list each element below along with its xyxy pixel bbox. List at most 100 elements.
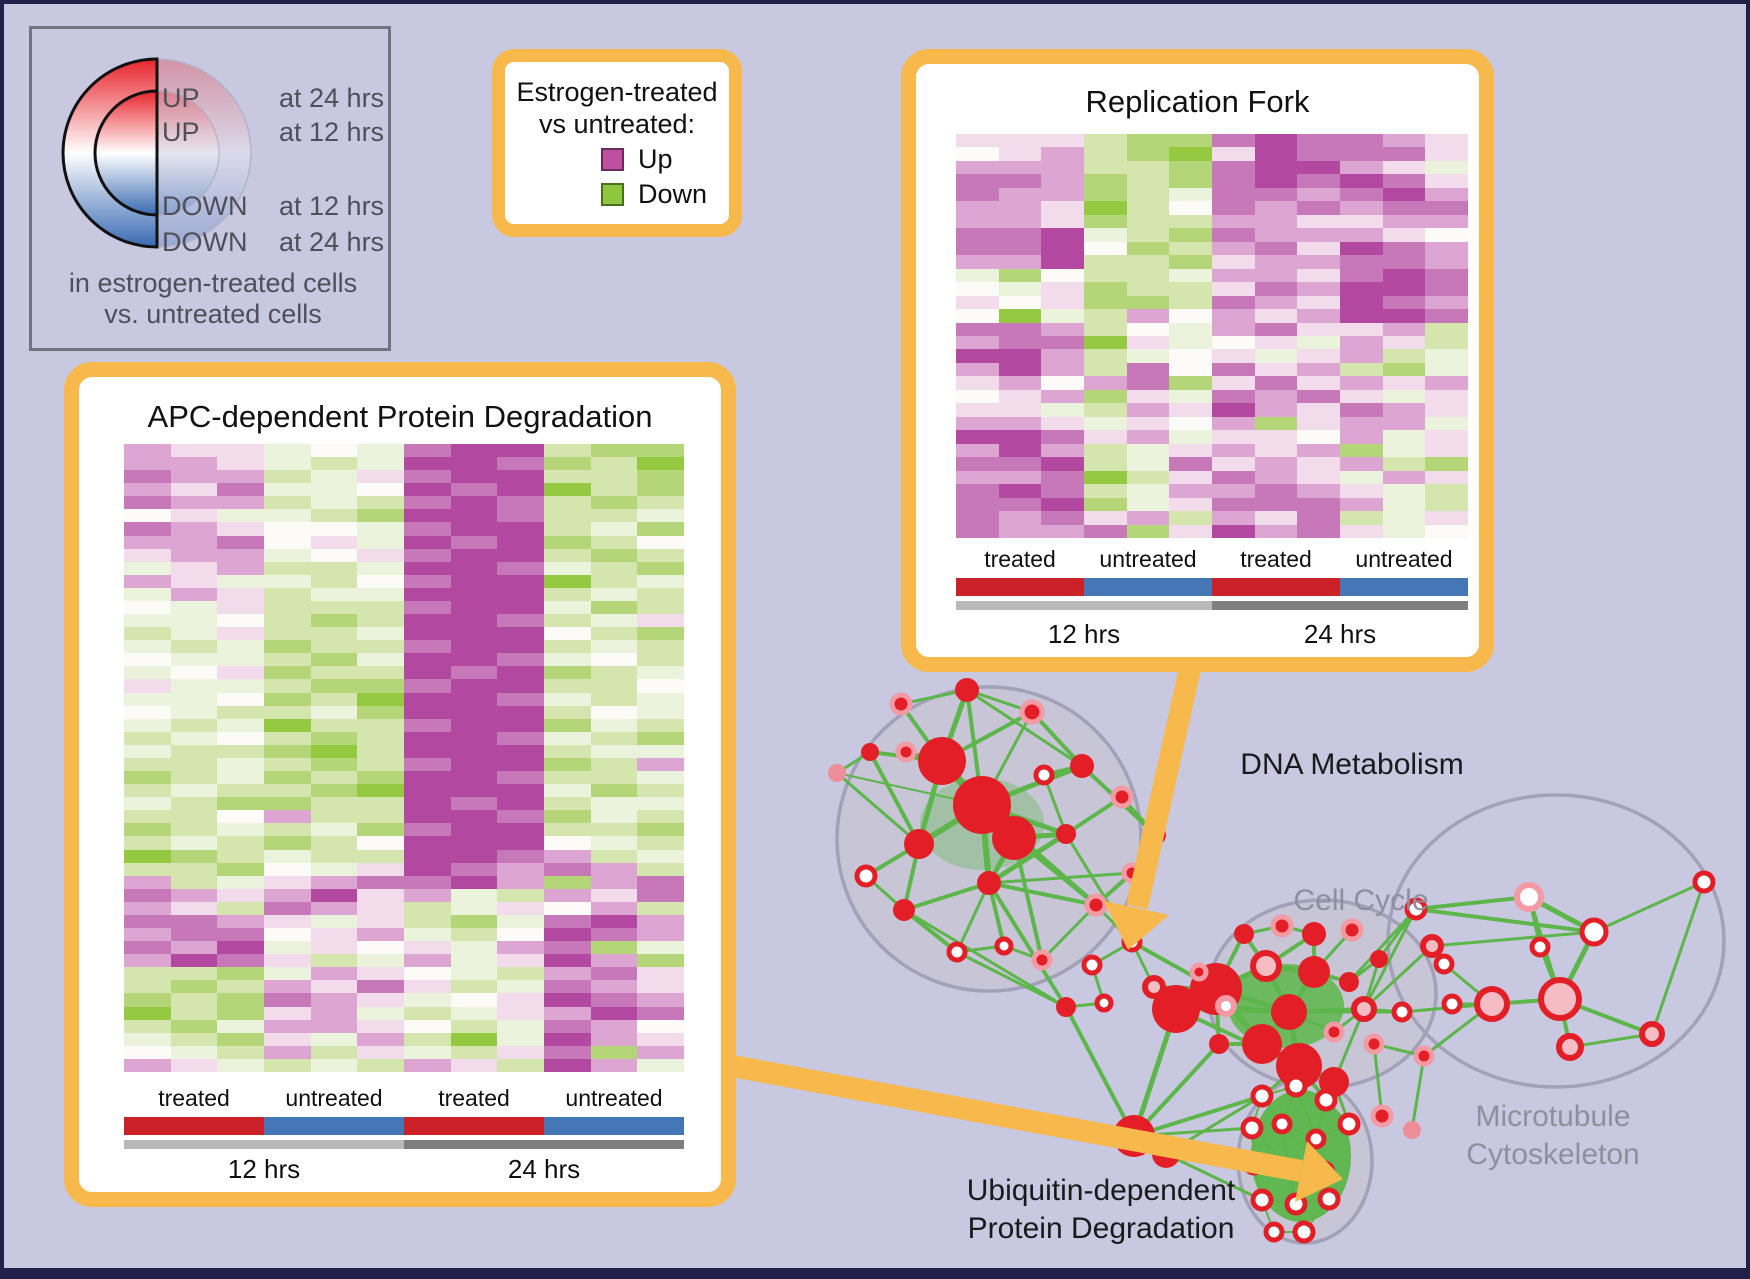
heatmap-cell: [450, 993, 498, 1007]
heatmap-cell: [124, 522, 171, 536]
heatmap-cell: [310, 705, 358, 719]
heatmap-cell: [998, 201, 1042, 215]
heatmap-cell: [450, 640, 498, 654]
heatmap-cell: [1382, 255, 1426, 269]
heatmap-cell: [1126, 214, 1170, 229]
heatmap-cell: [1126, 322, 1170, 336]
heatmap-cell: [1382, 430, 1426, 444]
heatmap-cell: [450, 744, 498, 758]
heatmap-cell: [497, 771, 544, 785]
heatmap-cell: [217, 522, 264, 536]
heatmap-cell: [264, 875, 311, 889]
heatmap-cell: [956, 295, 999, 310]
heatmap-cell: [1425, 147, 1468, 161]
heatmap-cell: [1126, 187, 1170, 202]
heatmap-cell: [170, 810, 218, 824]
heatmap-cell: [264, 692, 311, 706]
heatmap-cell: [590, 483, 638, 497]
heatmap-cell: [956, 282, 999, 296]
heatmap-cell: [998, 268, 1042, 283]
heatmap-cell: [450, 457, 498, 471]
untreated-bar-segment: [264, 1117, 404, 1135]
heatmap-cell: [590, 627, 638, 641]
heatmap-cell: [544, 941, 591, 955]
heatmap-cell: [1340, 443, 1383, 458]
heatmap-cell: [590, 888, 638, 902]
heatmap-cell: [590, 1006, 638, 1020]
heatmap-cell: [637, 1045, 684, 1059]
arrow-apc-to-ubiquitin-head: [1295, 1141, 1343, 1202]
heatmap-cell: [497, 928, 544, 942]
heatmap-cell: [998, 309, 1042, 323]
heatmap-cell: [217, 535, 264, 549]
network-edge: [955, 882, 991, 953]
heatmap-cell: [170, 470, 218, 484]
heatmap-cell: [1297, 160, 1340, 175]
heatmap-cell: [1297, 416, 1340, 431]
heatmap-cell: [590, 875, 638, 889]
heatmap-cell: [544, 535, 591, 549]
heatmap-cell: [1297, 134, 1340, 148]
heatmap-cell: [170, 941, 218, 955]
heatmap-cell: [544, 823, 591, 837]
heatmap-cell: [956, 134, 999, 148]
heatmap-cell: [170, 784, 218, 798]
heatmap-cell: [357, 574, 404, 588]
heatmap-cell: [956, 309, 999, 323]
heatmap-cell: [450, 666, 498, 680]
heatmap-cell: [1425, 160, 1468, 175]
heatmap-cell: [1340, 282, 1383, 296]
heatmap-cell: [590, 496, 638, 510]
heatmap-cell: [404, 980, 451, 994]
heatmap-cell: [1382, 214, 1426, 229]
heatmap-cell: [1297, 255, 1340, 269]
replication-fork-heatmap: [956, 134, 1468, 538]
heatmap-cell: [1254, 470, 1298, 485]
heatmap-cell: [1297, 228, 1340, 242]
heatmap-cell: [217, 614, 264, 628]
heatmap-cell: [264, 444, 311, 458]
heatmap-cell: [310, 810, 358, 824]
heatmap-cell: [1254, 268, 1298, 283]
heatmap-cell: [404, 836, 451, 850]
heatmap-cell: [590, 600, 638, 615]
heatmap-cell: [544, 522, 591, 536]
heatmap-cell: [544, 666, 591, 680]
arrow-replication-fork-to-dna-head: [1104, 901, 1169, 950]
network-edge: [836, 771, 920, 846]
heatmap-cell: [1425, 403, 1468, 417]
heatmap-cell: [1169, 457, 1212, 471]
heatmap-cell: [590, 444, 638, 458]
heatmap-cell: [217, 666, 264, 680]
heatmap-cell: [1297, 443, 1340, 458]
heatmap-cell: [590, 587, 638, 601]
treated-bar-segment: [956, 578, 1084, 596]
heatmap-cell: [450, 771, 498, 785]
heatmap-cell: [637, 888, 684, 902]
heatmap-cell: [1126, 497, 1170, 512]
heatmap-cell: [637, 483, 684, 497]
gene-node-pinkring: [1110, 785, 1134, 809]
heatmap-cell: [1041, 484, 1084, 498]
heatmap-cell: [450, 548, 498, 562]
heatmap-cell: [1425, 322, 1468, 336]
gene-node-whitering: [1271, 1113, 1293, 1135]
heatmap-cell: [637, 614, 684, 628]
heatmap-cell: [497, 1045, 544, 1059]
heatmap-cell: [1041, 228, 1084, 242]
heatmap-cell: [637, 967, 684, 981]
heatmap-cell: [590, 771, 638, 785]
heatmap-cell: [1425, 389, 1468, 404]
heatmap-cell: [1212, 295, 1255, 310]
heatmap-cell: [310, 1019, 358, 1033]
network-edge: [1410, 1055, 1426, 1131]
heatmap-cell: [998, 282, 1042, 296]
heatmap-cell: [404, 627, 451, 641]
heatmap-cell: [1169, 147, 1212, 161]
heatmap-cell: [637, 587, 684, 601]
heatmap-cell: [998, 443, 1042, 458]
heatmap-cell: [1297, 309, 1340, 323]
heatmap-cell: [124, 561, 171, 575]
heatmap-cell: [404, 928, 451, 942]
gene-node-pinkringwhite: [1514, 882, 1544, 912]
